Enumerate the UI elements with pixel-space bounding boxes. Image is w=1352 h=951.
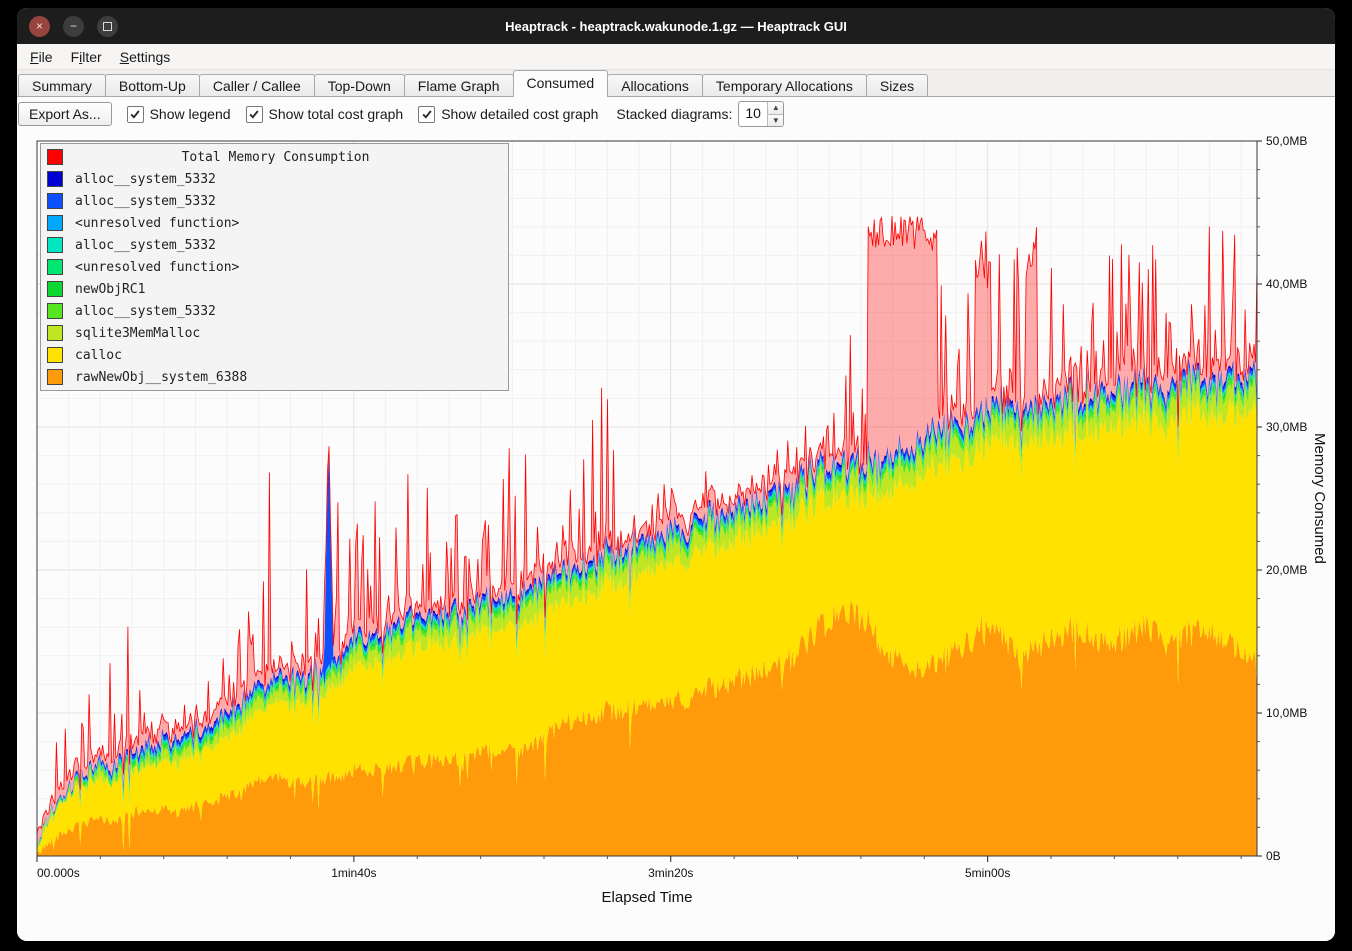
legend-row: sqlite3MemMalloc bbox=[41, 322, 508, 344]
toolbar: Export As... Show legend Show total cost… bbox=[17, 97, 1335, 131]
band-rawNewObj__system_6388 bbox=[37, 601, 1257, 856]
window-controls: × − bbox=[29, 8, 118, 44]
checkbox-box bbox=[126, 105, 144, 123]
legend-row: rawNewObj__system_6388 bbox=[41, 366, 508, 388]
legend-row: alloc__system_5332 bbox=[41, 168, 508, 190]
tabbar-baseline bbox=[17, 96, 1335, 97]
legend-label: <unresolved function> bbox=[75, 215, 240, 231]
legend-label: alloc__system_5332 bbox=[75, 171, 216, 187]
menu-file[interactable]: File bbox=[30, 48, 53, 65]
chart-area: 0B 10,0MB 20,0MB 30,0MB 40,0MB 50,0MB 00.000s 1… bbox=[17, 131, 1335, 941]
maximize-icon bbox=[103, 21, 112, 31]
checkbox-label: Show detailed cost graph bbox=[441, 106, 599, 122]
x-tick-label: 1min40s bbox=[331, 866, 376, 880]
tab-caller-callee[interactable]: Caller / Callee bbox=[198, 74, 315, 97]
legend-swatch bbox=[47, 215, 63, 231]
legend-swatch bbox=[47, 149, 63, 165]
legend-row: <unresolved function> bbox=[41, 212, 508, 234]
legend-label: calloc bbox=[75, 347, 122, 363]
legend-swatch bbox=[47, 171, 63, 187]
minimize-button[interactable]: − bbox=[63, 15, 84, 37]
show-detailed-cost-graph-checkbox[interactable]: Show detailed cost graph bbox=[418, 105, 599, 123]
band-calloc bbox=[37, 397, 1257, 854]
legend-label: alloc__system_5332 bbox=[75, 237, 216, 253]
legend-swatch bbox=[47, 281, 63, 297]
legend-row: alloc__system_5332 bbox=[41, 300, 508, 322]
legend-row: <unresolved function> bbox=[41, 256, 508, 278]
close-icon: × bbox=[35, 18, 43, 33]
close-button[interactable]: × bbox=[29, 15, 50, 37]
heaptrack-window: × − Heaptrack - heaptrack.wakunode.1.gz … bbox=[17, 8, 1335, 941]
x-tick-label: 3min20s bbox=[648, 866, 693, 880]
x-axis-title: Elapsed Time bbox=[601, 889, 693, 906]
legend-row: alloc__system_5332 bbox=[41, 234, 508, 256]
legend-label: alloc__system_5332 bbox=[75, 303, 216, 319]
legend-label: Total Memory Consumption bbox=[181, 149, 370, 165]
check-icon bbox=[422, 110, 432, 119]
tab-consumed[interactable]: Consumed bbox=[512, 70, 609, 97]
y-tick-label: 20,0MB bbox=[1266, 563, 1307, 577]
total-memory-line bbox=[36, 215, 1258, 834]
legend-row: calloc bbox=[41, 344, 508, 366]
y-tick-label: 40,0MB bbox=[1266, 277, 1307, 291]
legend-label: rawNewObj__system_6388 bbox=[75, 369, 248, 385]
legend-row: alloc__system_5332 bbox=[41, 190, 508, 212]
tab-temporary-allocations[interactable]: Temporary Allocations bbox=[701, 74, 867, 97]
y-axis-title: Memory Consumed bbox=[1311, 433, 1328, 564]
tab-flame-graph[interactable]: Flame Graph bbox=[403, 74, 514, 97]
y-tick-label: 30,0MB bbox=[1266, 420, 1307, 434]
legend-swatch bbox=[47, 369, 63, 385]
checkbox-box bbox=[418, 105, 436, 123]
show-legend-checkbox[interactable]: Show legend bbox=[126, 105, 231, 123]
export-as-button[interactable]: Export As... bbox=[18, 102, 112, 126]
tabbar: Summary Bottom-Up Caller / Callee Top-Do… bbox=[17, 70, 1335, 97]
legend-swatch bbox=[47, 193, 63, 209]
titlebar: × − Heaptrack - heaptrack.wakunode.1.gz … bbox=[17, 8, 1335, 44]
legend-swatch bbox=[47, 259, 63, 275]
menu-settings[interactable]: Settings bbox=[119, 48, 171, 65]
legend-swatch bbox=[47, 325, 63, 341]
tab-bottom-up[interactable]: Bottom-Up bbox=[104, 74, 200, 97]
legend-swatch bbox=[47, 303, 63, 319]
stacked-diagrams-label: Stacked diagrams: bbox=[616, 106, 733, 122]
check-icon bbox=[130, 110, 140, 119]
minimize-icon: − bbox=[69, 18, 77, 33]
legend-label: <unresolved function> bbox=[75, 259, 240, 275]
tab-allocations[interactable]: Allocations bbox=[607, 74, 703, 97]
spin-up-button[interactable]: ▲ bbox=[768, 102, 784, 115]
checkbox-label: Show total cost graph bbox=[268, 106, 404, 122]
check-icon bbox=[249, 110, 259, 119]
tab-sizes[interactable]: Sizes bbox=[865, 74, 929, 97]
y-tick-label: 10,0MB bbox=[1266, 706, 1307, 720]
x-tick-label: 5min00s bbox=[965, 866, 1010, 880]
tab-top-down[interactable]: Top-Down bbox=[313, 74, 405, 97]
y-tick-label: 0B bbox=[1266, 849, 1281, 863]
legend-row: newObjRC1 bbox=[41, 278, 508, 300]
stacked-diagrams-spinbox[interactable]: 10 ▲ ▼ bbox=[738, 101, 785, 127]
spin-down-button[interactable]: ▼ bbox=[768, 114, 784, 126]
maximize-button[interactable] bbox=[97, 15, 118, 37]
checkbox-box bbox=[245, 105, 263, 123]
window-title: Heaptrack - heaptrack.wakunode.1.gz — He… bbox=[505, 18, 847, 34]
spinbox-buttons: ▲ ▼ bbox=[767, 102, 784, 126]
chart-legend: Total Memory Consumption alloc__system_53… bbox=[40, 143, 509, 391]
y-tick-label: 50,0MB bbox=[1266, 134, 1307, 148]
legend-label: sqlite3MemMalloc bbox=[75, 325, 201, 341]
legend-label: newObjRC1 bbox=[75, 281, 146, 297]
legend-label: alloc__system_5332 bbox=[75, 193, 216, 209]
checkbox-label: Show legend bbox=[149, 106, 231, 122]
memory-consumption-chart[interactable]: 0B 10,0MB 20,0MB 30,0MB 40,0MB 50,0MB 00.000s 1… bbox=[17, 131, 1335, 941]
menu-filter[interactable]: Filter bbox=[70, 48, 102, 65]
menubar: File Filter Settings bbox=[17, 44, 1335, 70]
legend-title-row: Total Memory Consumption bbox=[41, 146, 508, 168]
tab-summary[interactable]: Summary bbox=[18, 74, 106, 97]
show-total-cost-graph-checkbox[interactable]: Show total cost graph bbox=[245, 105, 404, 123]
legend-swatch bbox=[47, 347, 63, 363]
spinbox-value: 10 bbox=[745, 105, 761, 121]
x-tick-label: 00.000s bbox=[37, 866, 80, 880]
legend-swatch bbox=[47, 237, 63, 253]
